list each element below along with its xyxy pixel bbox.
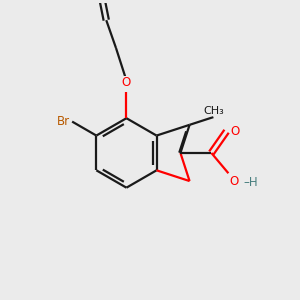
Text: –H: –H: [243, 176, 258, 189]
Text: O: O: [230, 125, 239, 138]
Text: Br: Br: [57, 115, 70, 128]
Text: O: O: [230, 175, 239, 188]
Text: O: O: [122, 76, 131, 89]
Text: CH₃: CH₃: [204, 106, 224, 116]
